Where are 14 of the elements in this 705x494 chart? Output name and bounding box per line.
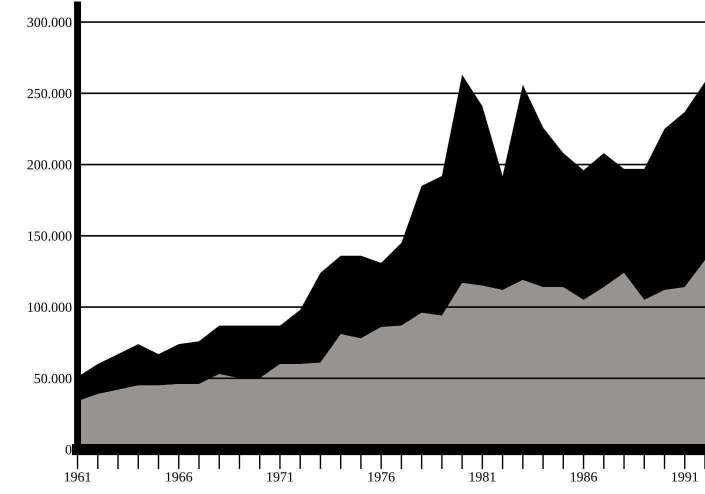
y-tick-label: 300.000 [28, 18, 72, 28]
y-tick-label: 50.000 [34, 374, 72, 384]
y-tick-label: 150.000 [28, 231, 72, 241]
x-tick-label: 1966 [166, 472, 192, 482]
y-tick-label: 100.000 [28, 302, 72, 312]
y-tick-label: 250.000 [27, 88, 72, 98]
x-tick-label: 1991 [672, 472, 698, 482]
x-tick-label: 1981 [470, 472, 496, 482]
x-tick-label: 1961 [64, 472, 91, 482]
x-tick-label: 1976 [368, 472, 395, 482]
x-tick-label: 1971 [267, 472, 294, 482]
x-tick-label: 1986 [570, 472, 598, 482]
y-tick-label: 200.000 [27, 160, 72, 170]
y-tick-label: 0 [66, 445, 72, 454]
